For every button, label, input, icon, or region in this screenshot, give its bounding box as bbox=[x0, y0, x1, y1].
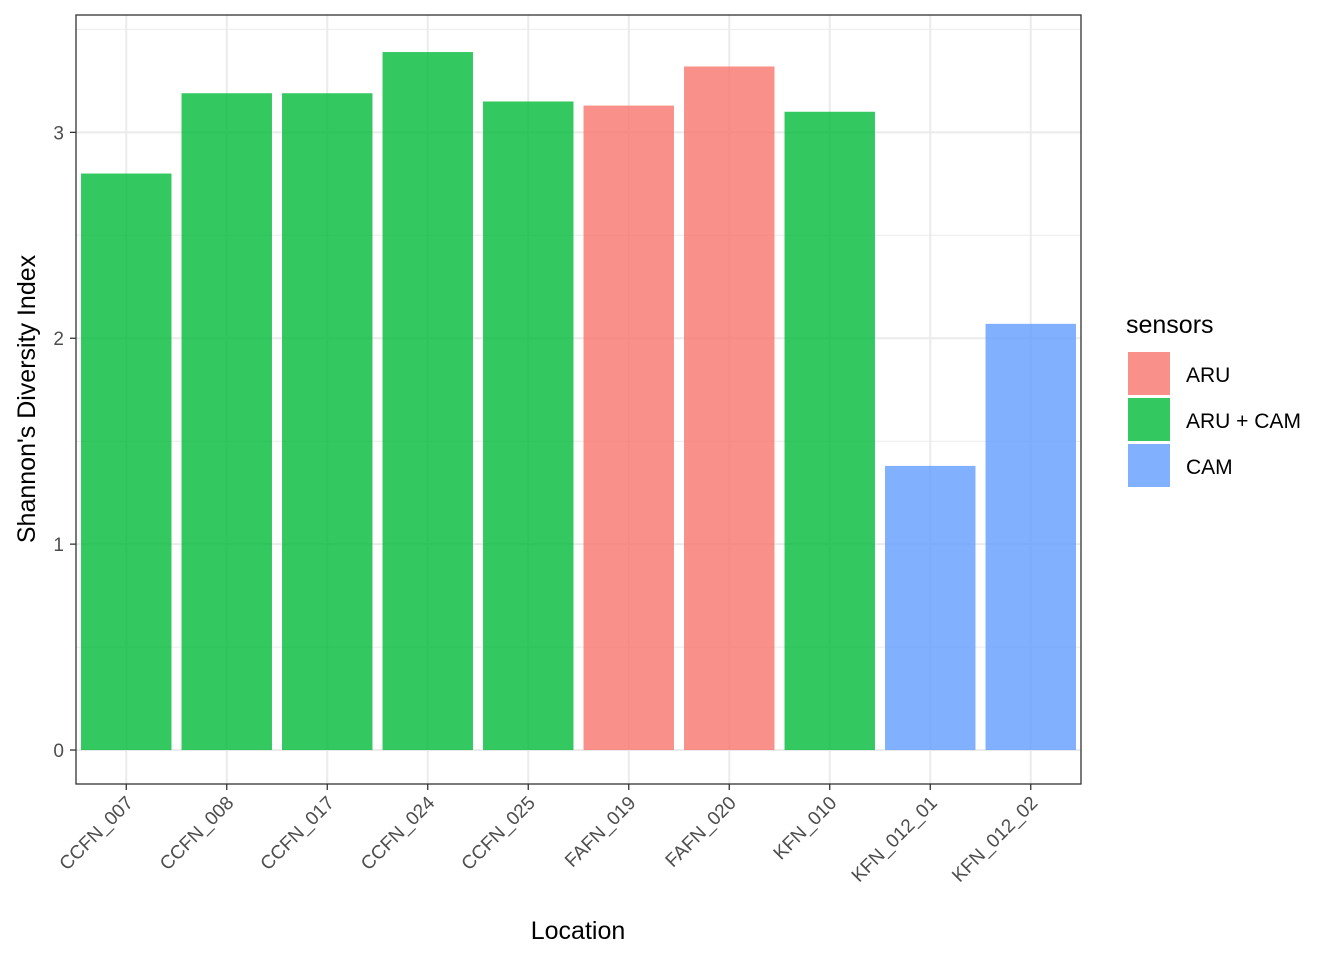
bar-kfn-010 bbox=[784, 111, 875, 751]
x-tick-label: CCFN_017 bbox=[257, 793, 339, 875]
x-tick-label: CCFN_007 bbox=[56, 793, 138, 875]
x-tick-label: KFN_012_01 bbox=[848, 793, 942, 887]
plot-border bbox=[75, 14, 1082, 785]
y-axis: 0 1 2 3 bbox=[53, 123, 76, 762]
bar-ccfn-017 bbox=[282, 93, 373, 751]
legend-label: ARU + CAM bbox=[1186, 410, 1301, 433]
bar-ccfn-025 bbox=[483, 101, 574, 751]
x-tick-label: CCFN_024 bbox=[357, 792, 439, 874]
x-tick-label: KFN_012_02 bbox=[948, 793, 1042, 887]
bar-ccfn-008 bbox=[181, 93, 272, 751]
bar-fafn-020 bbox=[684, 66, 775, 751]
y-tick-label: 1 bbox=[53, 535, 64, 556]
bars bbox=[81, 52, 1076, 751]
legend: sensors ARU ARU + CAM CAM bbox=[1126, 311, 1301, 487]
x-tick-label: FAFN_020 bbox=[662, 793, 741, 872]
legend-label: CAM bbox=[1186, 456, 1233, 479]
legend-title: sensors bbox=[1126, 311, 1214, 339]
x-tick-label: CCFN_025 bbox=[458, 793, 540, 875]
y-tick-label: 0 bbox=[53, 741, 64, 762]
y-tick-label: 2 bbox=[53, 329, 64, 350]
legend-key-aru bbox=[1128, 352, 1170, 395]
legend-key-cam bbox=[1128, 444, 1170, 487]
x-axis: CCFN_007 CCFN_008 CCFN_017 CCFN_024 CCFN_025… bbox=[56, 784, 1042, 887]
legend-key-aru-cam bbox=[1128, 398, 1170, 441]
y-axis-title: Shannon's Diversity Index bbox=[13, 254, 41, 543]
bar-ccfn-007 bbox=[81, 173, 172, 751]
bar-kfn-012-02 bbox=[985, 323, 1076, 751]
bar-ccfn-024 bbox=[382, 52, 473, 751]
x-axis-title: Location bbox=[531, 917, 626, 945]
bar-kfn-012-01 bbox=[885, 465, 976, 751]
x-tick-label: KFN_010 bbox=[770, 793, 842, 865]
bar-fafn-019 bbox=[583, 105, 674, 751]
x-tick-label: FAFN_019 bbox=[561, 793, 640, 872]
legend-label: ARU bbox=[1186, 364, 1230, 387]
y-tick-label: 3 bbox=[53, 123, 64, 144]
x-tick-label: CCFN_008 bbox=[156, 793, 238, 875]
